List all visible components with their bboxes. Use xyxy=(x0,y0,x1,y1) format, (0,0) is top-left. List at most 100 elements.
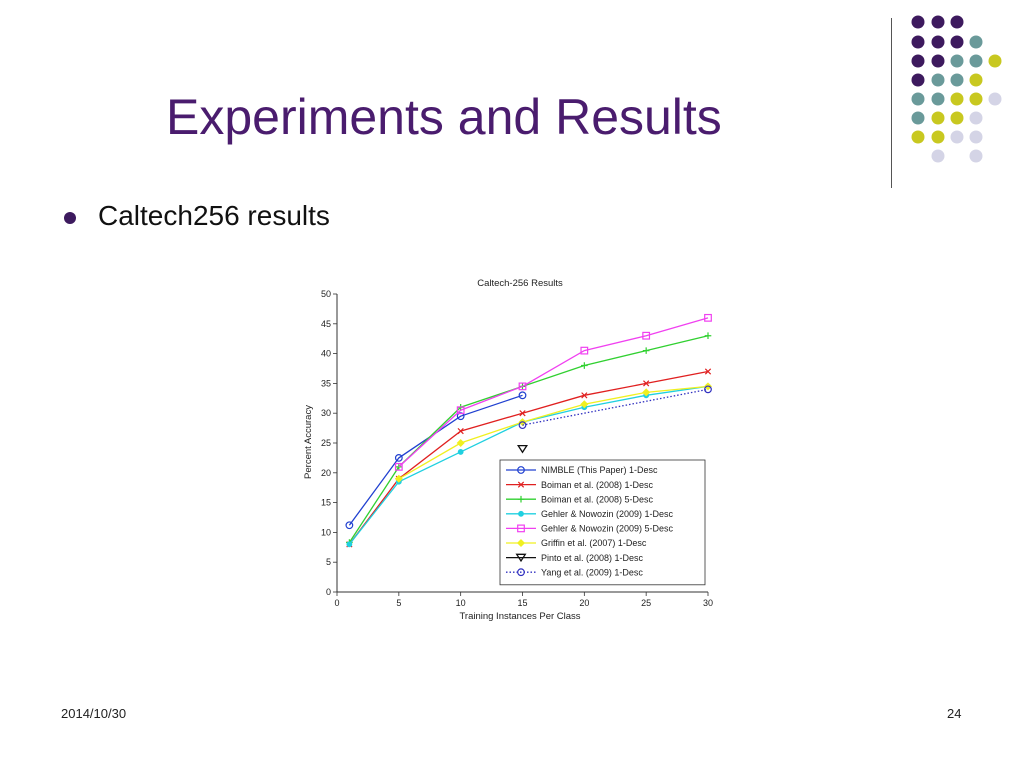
chart-ylabel: Percent Accuracy xyxy=(303,405,314,479)
data-point-marker xyxy=(394,462,403,471)
legend-label: NIMBLE (This Paper) 1-Desc xyxy=(541,465,658,475)
chart-xlabel: Training Instances Per Class xyxy=(459,611,580,622)
data-point-marker xyxy=(643,380,650,387)
decor-dot xyxy=(950,35,964,49)
data-point-marker xyxy=(581,392,588,399)
legend-box xyxy=(499,459,706,586)
data-point-marker xyxy=(580,400,589,409)
plot-area: 0 5 10 15 20 25 30 35 40 45 50 0 5 10 15 20 25 30 NIMBLE (… xyxy=(321,289,713,608)
y-tick-label: 25 xyxy=(321,438,331,448)
data-point-marker xyxy=(581,362,588,369)
decor-dot xyxy=(969,149,983,163)
data-point-marker xyxy=(642,388,651,397)
legend-label: Griffin et al. (2007) 1-Desc xyxy=(541,538,647,548)
footer-date: 2014/10/30 xyxy=(61,706,127,721)
series-group xyxy=(518,385,712,430)
decor-dot xyxy=(931,92,945,106)
y-tick-label: 5 xyxy=(326,557,331,567)
data-point-marker xyxy=(346,541,353,548)
decor-dot xyxy=(950,92,964,106)
decor-dot xyxy=(950,15,964,29)
decor-dot xyxy=(911,111,925,125)
bullet-dot-icon xyxy=(64,212,76,224)
decor-dot xyxy=(969,130,983,144)
decor-dot xyxy=(911,92,925,106)
data-point-marker xyxy=(517,495,525,503)
data-point-marker xyxy=(457,449,464,455)
decor-dot xyxy=(911,130,925,144)
x-tick-label: 15 xyxy=(517,598,527,608)
data-point-marker xyxy=(518,421,527,430)
decor-dot xyxy=(931,35,945,49)
data-point-marker xyxy=(642,347,650,354)
legend-label: Gehler & Nowozin (2009) 1-Desc xyxy=(541,509,674,519)
decor-dot xyxy=(969,111,983,125)
decor-dot xyxy=(911,15,925,29)
y-tick-label: 50 xyxy=(321,289,331,299)
caltech256-chart: Caltech-256 Results Training Instances P… xyxy=(296,272,726,624)
decor-dot xyxy=(969,54,983,68)
data-point-marker xyxy=(518,510,524,517)
decor-dot xyxy=(931,149,945,163)
y-tick-label: 10 xyxy=(321,527,331,537)
data-point-marker xyxy=(704,368,712,375)
y-tick-label: 45 xyxy=(321,319,331,329)
data-point-marker xyxy=(456,438,465,448)
data-point-marker xyxy=(704,332,712,340)
decor-dot xyxy=(911,54,925,68)
decor-dot xyxy=(950,130,964,144)
chart-title: Caltech-256 Results xyxy=(477,278,563,289)
decor-dot xyxy=(931,73,945,87)
data-point-marker xyxy=(519,410,526,417)
x-tick-label: 30 xyxy=(703,598,713,608)
data-point-marker xyxy=(704,313,712,322)
legend-label: Pinto et al. (2008) 1-Desc xyxy=(541,553,644,563)
decor-dot xyxy=(969,92,983,106)
series-group xyxy=(517,445,528,454)
page-number: 24 xyxy=(947,706,962,721)
data-point-marker xyxy=(515,553,527,563)
data-point-marker xyxy=(517,568,525,577)
data-point-marker xyxy=(518,382,527,391)
decor-dot xyxy=(931,111,945,125)
decor-dot xyxy=(931,15,945,29)
data-point-marker xyxy=(517,481,525,488)
x-tick-label: 5 xyxy=(396,598,401,608)
chart-legend: NIMBLE (This Paper) 1-Desc Boiman et al. … xyxy=(499,459,706,586)
bullet-item: Caltech256 results xyxy=(64,200,330,232)
bullet-text: Caltech256 results xyxy=(98,200,330,231)
data-point-marker xyxy=(516,538,526,548)
y-tick-label: 0 xyxy=(326,587,331,597)
decor-dot xyxy=(950,73,964,87)
data-point-marker xyxy=(456,412,465,421)
series-group xyxy=(394,313,712,471)
decor-dot xyxy=(950,54,964,68)
legend-label: Yang et al. (2009) 1-Desc xyxy=(541,567,643,577)
data-point-marker xyxy=(456,406,465,415)
decor-dot xyxy=(931,130,945,144)
data-point-marker xyxy=(518,391,527,400)
title-divider-line xyxy=(891,18,892,188)
x-tick-label: 25 xyxy=(641,598,651,608)
x-tick-label: 0 xyxy=(334,598,339,608)
data-point-marker xyxy=(345,521,354,530)
decor-dot xyxy=(931,54,945,68)
y-tick-label: 20 xyxy=(321,468,331,478)
data-point-marker xyxy=(517,466,525,474)
data-point-marker xyxy=(395,463,403,471)
y-tick-label: 40 xyxy=(321,349,331,359)
legend-label: Boiman et al. (2008) 5-Desc xyxy=(541,494,654,504)
decor-dot xyxy=(969,73,983,87)
legend-label: Boiman et al. (2008) 1-Desc xyxy=(541,480,654,490)
x-tick-label: 20 xyxy=(579,598,589,608)
decor-dot xyxy=(988,54,1002,68)
data-point-marker xyxy=(517,445,528,454)
x-tick-label: 10 xyxy=(456,598,466,608)
decor-dot xyxy=(911,73,925,87)
data-point-marker xyxy=(580,346,589,355)
slide-title: Experiments and Results xyxy=(166,89,722,145)
data-point-marker xyxy=(394,453,403,462)
y-tick-label: 35 xyxy=(321,378,331,388)
chart-svg: Caltech-256 Results Training Instances P… xyxy=(303,278,713,622)
data-point-marker xyxy=(517,524,525,533)
